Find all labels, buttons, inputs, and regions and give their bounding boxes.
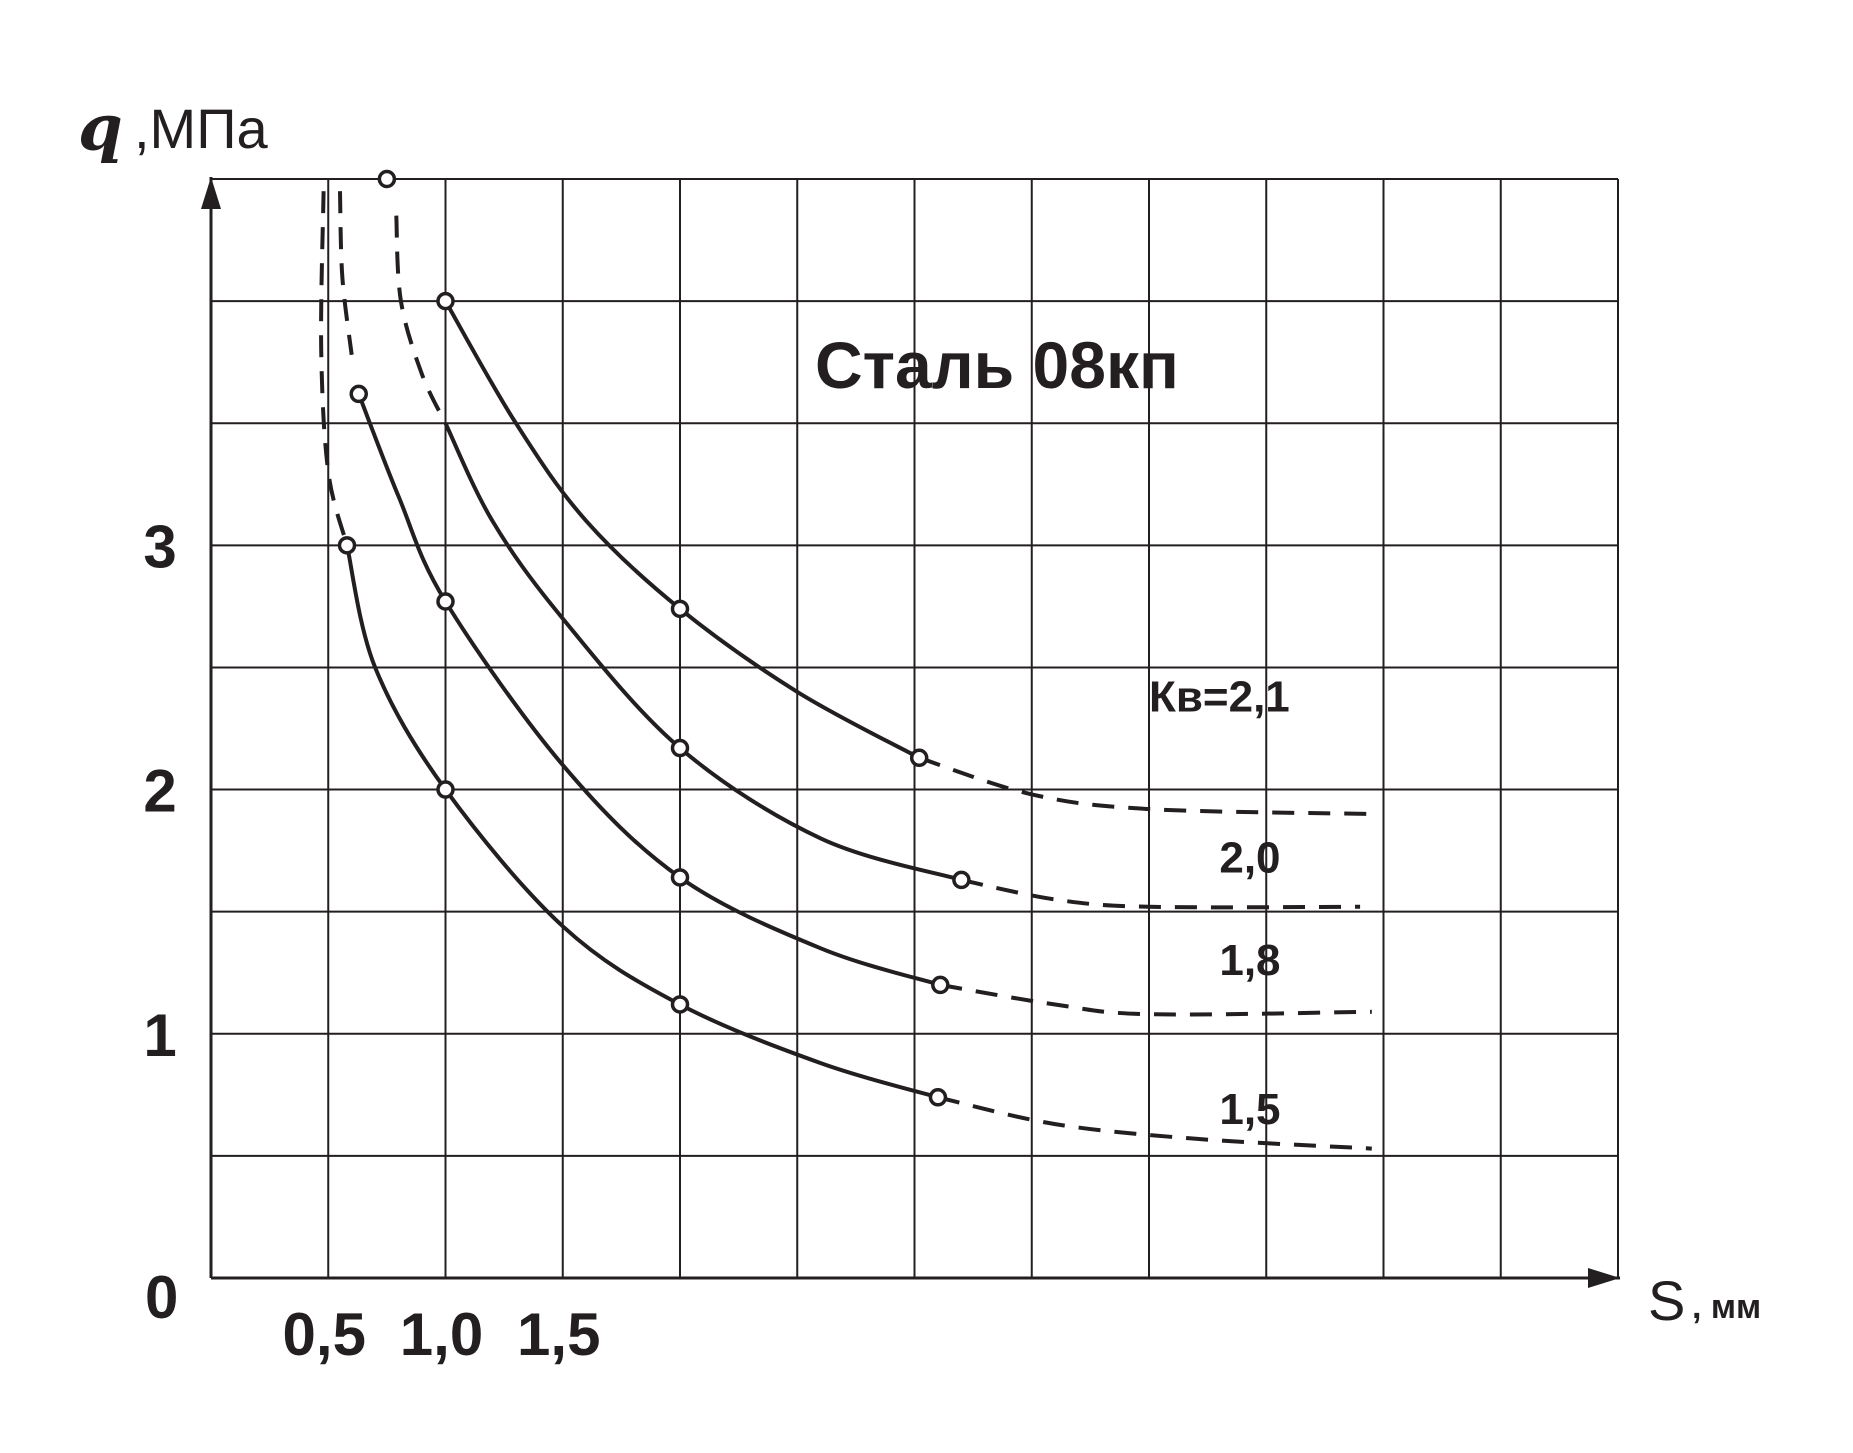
- series-layer: Кв=2,1 2,0 1,8 1,5: [319, 169, 1372, 1151]
- series-curve: 1,5: [319, 191, 1372, 1151]
- origin-label: 0: [145, 1264, 178, 1331]
- data-point-marker: [349, 384, 368, 404]
- data-point-marker: [670, 868, 690, 887]
- series-solid-line: [443, 422, 962, 882]
- y-axis-arrow: [201, 177, 221, 209]
- series-dashed-end: [937, 1095, 1372, 1151]
- labels: Сталь 08кп q ,МПа S , мм 0 0,5 1,0 1,5 1 2 3: [78, 91, 1761, 1368]
- y-tick-label: 1: [143, 1002, 176, 1069]
- chart-title: Сталь 08кп: [815, 328, 1179, 402]
- series-dashed-start: [319, 191, 349, 546]
- y-tick-label: 2: [143, 758, 176, 825]
- series-curve: Кв=2,1: [377, 169, 1372, 816]
- x-axis-symbol: S: [1648, 1269, 1685, 1332]
- series-dashed-start: [338, 191, 354, 356]
- series-solid-line: [443, 300, 921, 760]
- data-point-marker: [670, 995, 690, 1014]
- data-point-marker: [337, 536, 357, 555]
- data-point-marker: [928, 1088, 948, 1107]
- series-dashed-end: [960, 877, 1361, 910]
- series-curve: 2,0: [443, 422, 1361, 910]
- x-tick-label: 0,5: [283, 1301, 366, 1368]
- data-point-marker: [436, 592, 455, 611]
- data-point-marker: [436, 780, 455, 799]
- series-dashed-end: [939, 982, 1372, 1017]
- y-axis-symbol: q: [78, 91, 123, 166]
- series-solid-line: [356, 393, 941, 987]
- data-point-marker: [670, 599, 690, 619]
- data-point-marker: [377, 169, 397, 189]
- y-tick-label: 3: [143, 513, 176, 580]
- axes: [201, 177, 1620, 1288]
- x-axis-arrow: [1588, 1268, 1620, 1288]
- y-axis-unit: ,МПа: [134, 97, 268, 160]
- x-axis-unit: , мм: [1692, 1288, 1761, 1326]
- data-point-marker: [909, 748, 929, 768]
- series-curve: 1,8: [338, 191, 1372, 1017]
- series-label: 1,5: [1219, 1085, 1280, 1134]
- x-tick-label: 1,5: [517, 1301, 600, 1368]
- series-solid-line: [345, 544, 939, 1100]
- series-label: 1,8: [1219, 936, 1280, 985]
- series-label: 2,0: [1219, 834, 1280, 883]
- series-dashed-start: [394, 215, 448, 425]
- series-dashed-end: [918, 755, 1372, 816]
- data-point-marker: [931, 975, 950, 995]
- x-tick-label: 1,0: [400, 1301, 483, 1368]
- data-point-marker: [670, 738, 690, 758]
- data-point-marker: [952, 870, 971, 890]
- data-point-marker: [436, 291, 455, 311]
- series-label: Кв=2,1: [1149, 672, 1290, 721]
